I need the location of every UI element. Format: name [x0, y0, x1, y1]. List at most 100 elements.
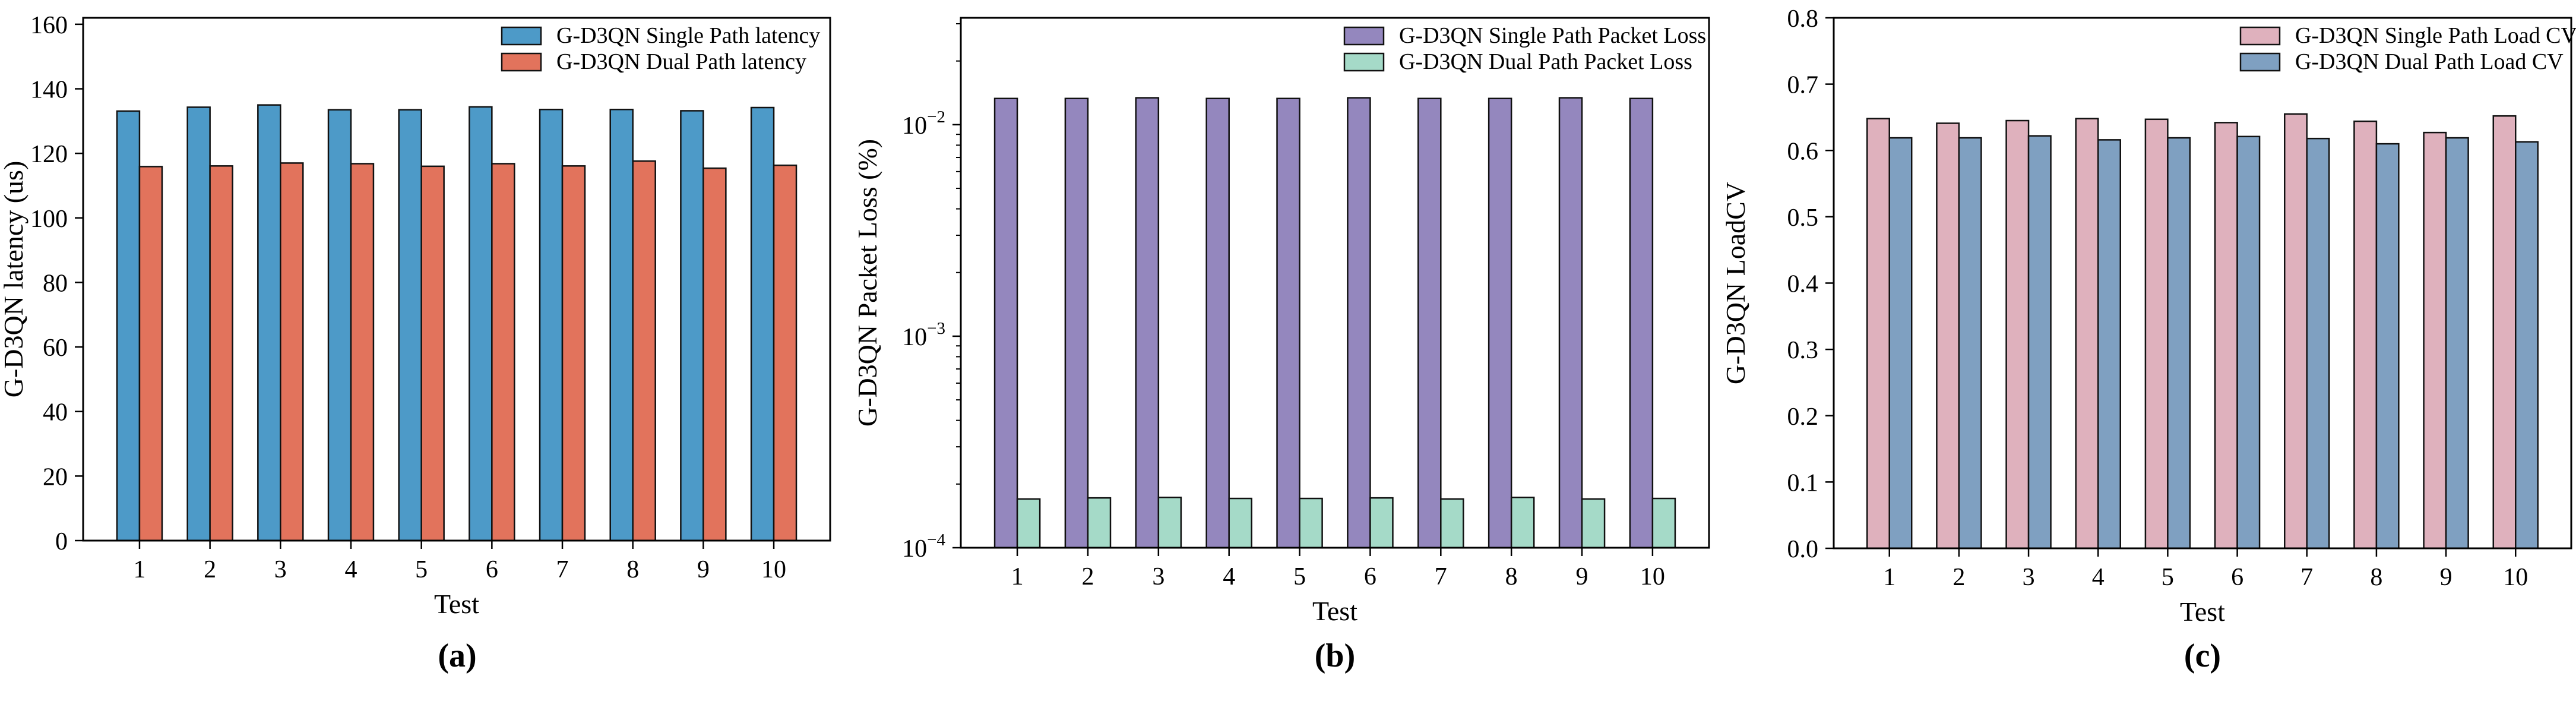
bar-series0-test2: [1936, 122, 1960, 550]
x-tick-label: 6: [2231, 564, 2243, 591]
bar-series1-test7: [561, 165, 586, 542]
legend-label-0: G-D3QN Single Path Packet Loss: [1399, 23, 1706, 48]
bar-series1-test7: [2306, 137, 2330, 550]
bar-series0-test5: [1276, 97, 1300, 549]
bar-series0-test2: [1064, 97, 1089, 549]
bar-series1-test6: [491, 163, 515, 542]
bar-series0-test3: [257, 104, 281, 542]
y-tick-label: 10−3: [902, 319, 945, 351]
bar-series1-test3: [1157, 496, 1182, 549]
bar-series0-test6: [1347, 97, 1371, 549]
bar-series0-test7: [539, 109, 564, 542]
x-tick-label: 6: [1364, 563, 1376, 591]
bar-series1-test3: [280, 162, 304, 542]
x-tick-label: 1: [133, 556, 145, 583]
bar-series1-test4: [350, 163, 375, 542]
x-tick-label: 3: [2023, 564, 2035, 591]
y-tick-label: 0.7: [1787, 72, 1819, 99]
x-tick-label: 2: [204, 556, 216, 583]
y-axis-label: G-D3QN LoadCV: [1720, 182, 1751, 384]
legend-swatch-0: [2239, 26, 2281, 46]
bar-series1-test8: [2375, 143, 2400, 550]
bar-series1-test9: [1581, 498, 1606, 549]
x-tick-label: 9: [2440, 564, 2452, 591]
y-axis-label: G-D3QN latency (us): [0, 161, 29, 398]
x-tick-label: 8: [1505, 563, 1518, 591]
bar-series1-test10: [1651, 497, 1676, 549]
y-tick-label: 20: [43, 463, 68, 491]
x-axis-label: Test: [2180, 596, 2225, 627]
bar-series0-test5: [2144, 118, 2169, 550]
x-tick-label: 2: [1081, 563, 1094, 591]
bar-series0-test2: [186, 106, 211, 542]
y-tick-label: 140: [30, 77, 68, 104]
x-tick-label: 6: [486, 556, 498, 583]
y-tick-label: 0.1: [1787, 469, 1819, 497]
y-tick-label: 10−4: [902, 531, 945, 563]
bar-series1-test4: [1228, 497, 1252, 549]
x-tick-label: 9: [1576, 563, 1588, 591]
bar-series0-test10: [2492, 115, 2517, 550]
y-tick-label: 0.4: [1787, 271, 1819, 298]
bar-series1-test3: [2027, 135, 2052, 550]
bar-series0-test9: [2423, 131, 2447, 550]
bar-series0-test7: [1417, 97, 1442, 549]
bar-series1-test9: [2445, 137, 2469, 550]
plot-frame: [1833, 17, 2572, 550]
bar-series1-test4: [2097, 139, 2121, 550]
bar-series1-test1: [1888, 137, 1913, 550]
bar-series0-test7: [2284, 113, 2308, 550]
y-tick-label: 160: [30, 12, 68, 39]
x-axis-label: Test: [1312, 596, 1357, 626]
bar-series0-test4: [2075, 118, 2099, 550]
bar-series0-test1: [116, 110, 141, 542]
x-tick-label: 5: [2162, 564, 2174, 591]
bar-series1-test8: [632, 160, 656, 542]
bar-series0-test3: [1135, 97, 1160, 549]
bar-series1-test6: [2236, 135, 2261, 550]
x-tick-label: 10: [1640, 563, 1665, 591]
panel-a: 0 20 40 60 80 100 120 140 160 1 2 3 4 5 6 7 8 9 10 Test G-D3…: [0, 0, 859, 701]
y-tick-label: 0.8: [1787, 5, 1819, 33]
x-tick-label: 10: [761, 556, 786, 583]
plot-frame: [960, 17, 1710, 549]
y-axis-label: G-D3QN Packet Loss (%): [859, 139, 882, 427]
caption-c: (c): [2183, 637, 2221, 674]
x-tick-label: 7: [556, 556, 569, 583]
bar-series1-test9: [702, 167, 727, 542]
legend-swatch-1: [1343, 52, 1385, 72]
bar-series1-test10: [773, 164, 798, 542]
plot-frame: [82, 17, 831, 542]
panel-c: 0.0 0.1 0.2 0.3 0.4 0.5 0.6 0.7 0.8 1 2 3 4 5 6 7 8 9 10 Te…: [1717, 0, 2576, 701]
x-tick-label: 5: [415, 556, 428, 583]
bar-series0-test3: [2005, 119, 2030, 550]
bar-series0-test6: [2214, 122, 2238, 550]
bar-series0-test8: [2353, 120, 2378, 550]
x-tick-label: 7: [2300, 564, 2313, 591]
bar-series1-test6: [1369, 497, 1394, 549]
legend-swatch-1: [501, 52, 542, 72]
legend-label-1: G-D3QN Dual Path latency: [556, 49, 806, 74]
x-tick-label: 10: [2503, 564, 2528, 591]
chart-a-canvas: 0 20 40 60 80 100 120 140 160 1 2 3 4 5 6 7 8 9 10 Test G-D3…: [0, 12, 831, 619]
x-tick-label: 4: [1223, 563, 1235, 591]
caption-b: (b): [1314, 637, 1356, 674]
bar-series1-test5: [1299, 497, 1323, 549]
bar-series0-test4: [1205, 97, 1230, 549]
x-tick-label: 1: [1011, 563, 1024, 591]
x-tick-label: 8: [2370, 564, 2382, 591]
y-tick-label: 0.6: [1787, 138, 1819, 165]
y-tick-label: 10−2: [902, 108, 945, 140]
bar-series0-test6: [469, 106, 493, 542]
x-tick-label: 4: [344, 556, 357, 583]
x-tick-label: 5: [1293, 563, 1306, 591]
x-tick-label: 7: [1435, 563, 1447, 591]
y-tick-label: 0.3: [1787, 337, 1819, 364]
legend-label-0: G-D3QN Single Path Load CV: [2295, 23, 2576, 48]
x-tick-label: 3: [1152, 563, 1164, 591]
bar-series1-test5: [420, 165, 445, 542]
y-tick-label: 0.0: [1787, 536, 1819, 563]
bar-series1-test8: [1510, 496, 1535, 549]
x-tick-label: 9: [697, 556, 710, 583]
